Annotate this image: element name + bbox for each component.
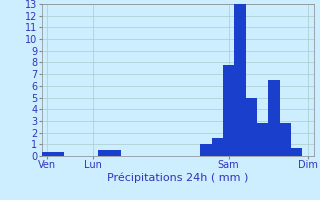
Bar: [234, 4, 246, 156]
Bar: [223, 65, 234, 156]
Bar: [246, 98, 257, 156]
Bar: [42, 152, 53, 156]
X-axis label: Précipitations 24h ( mm ): Précipitations 24h ( mm ): [107, 173, 248, 183]
Bar: [98, 150, 109, 156]
Bar: [268, 80, 280, 156]
Bar: [53, 152, 64, 156]
Bar: [200, 144, 212, 156]
Bar: [257, 123, 268, 156]
Bar: [280, 123, 291, 156]
Bar: [212, 138, 223, 156]
Bar: [291, 148, 302, 156]
Bar: [109, 150, 121, 156]
